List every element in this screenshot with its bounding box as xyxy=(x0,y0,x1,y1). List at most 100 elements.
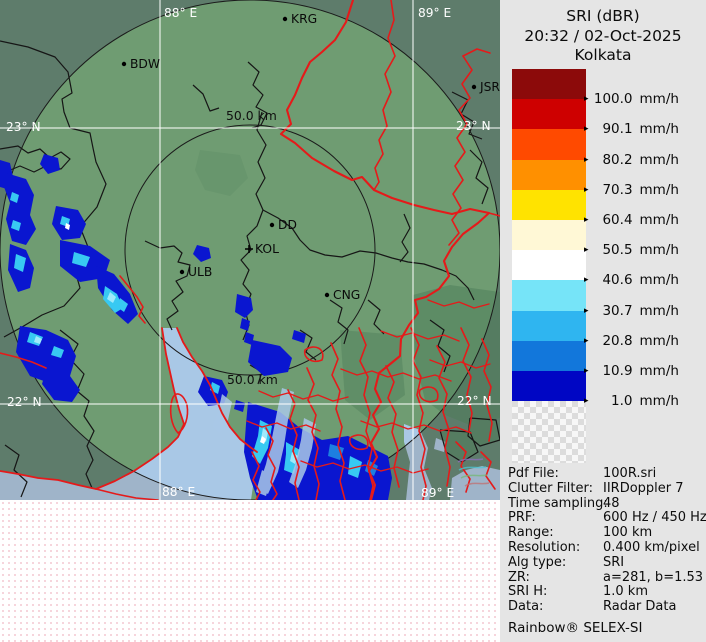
legend-block xyxy=(512,219,586,251)
legend-arrow-icon: ▸ xyxy=(584,305,589,316)
metadata-value: SRI xyxy=(603,554,625,570)
legend-block xyxy=(512,340,586,371)
rivers-layer xyxy=(0,0,500,500)
metadata-label: Resolution: xyxy=(508,539,581,555)
city-label-bdw: BDW xyxy=(130,57,160,71)
metadata-value: a=281, b=1.53 xyxy=(603,569,704,585)
city-marker-dot xyxy=(324,292,330,298)
metadata-label: Time sampling: xyxy=(508,495,608,511)
legend-unit: mm/h xyxy=(639,151,679,168)
metadata-label: Range: xyxy=(508,525,554,541)
legend-arrow-icon: ▸ xyxy=(584,245,589,256)
legend-threshold-label: ▸ 10.9 mm/h xyxy=(584,362,704,381)
empty-canvas-area xyxy=(0,500,500,642)
legend-arrow-icon: ▸ xyxy=(584,366,589,376)
forest-patches xyxy=(195,150,500,462)
legend-block xyxy=(512,159,586,190)
legend-arrow-icon: ▸ xyxy=(584,184,589,195)
legend-threshold-label: ▸ 30.7 mm/h xyxy=(584,301,704,320)
legend-threshold-label: ▸ 40.6 mm/h xyxy=(584,271,704,290)
legend-value: 20.8 xyxy=(602,332,633,349)
city-marker-dot xyxy=(471,84,477,90)
metadata-value: 1.0 km xyxy=(603,584,648,600)
legend-unit: mm/h xyxy=(639,121,679,138)
metadata-value: Radar Data xyxy=(603,599,677,615)
legend-transparent-checker xyxy=(512,401,586,463)
metadata-row: Pdf File: 100R.sri xyxy=(508,466,704,482)
legend-threshold-label: ▸ 70.3 mm/h xyxy=(584,180,704,199)
grid-coordinate-label: 89° E xyxy=(421,486,454,500)
legend-value: 10.9 xyxy=(602,363,633,379)
metadata-row: Range: 100 km xyxy=(508,525,704,541)
legend-value: 30.7 xyxy=(602,302,633,319)
legend-threshold-label: ▸ 60.4 mm/h xyxy=(584,211,704,230)
city-marker-dot xyxy=(121,61,127,67)
software-brand: Rainbow® SELEX-SI xyxy=(508,620,643,636)
radar-map: 88° E 89° E 88° E 89° E 23° N 23° N 22° N 22° N… xyxy=(0,0,500,500)
legend-block xyxy=(512,250,586,281)
range-ring-label: 50.0 km xyxy=(227,372,278,387)
legend-block xyxy=(512,370,586,402)
legend-arrow-icon: ▸ xyxy=(584,275,589,286)
radar-map-pane: 88° E 89° E 88° E 89° E 23° N 23° N 22° N 22° N… xyxy=(0,0,500,500)
metadata-value: 600 Hz / 450 Hz xyxy=(603,510,706,526)
grid-coordinate-label: 23° N xyxy=(456,119,491,133)
range-rings xyxy=(0,0,500,500)
legend-unit: mm/h xyxy=(639,242,679,259)
legend-arrow-icon: ▸ xyxy=(584,396,589,407)
legend-value: 50.5 xyxy=(602,242,633,259)
legend-unit: mm/h xyxy=(639,212,679,228)
metadata-value: 100R.sri xyxy=(603,466,657,481)
radar-site-cross-icon xyxy=(245,245,253,253)
metadata-row: SRI H: 1.0 km xyxy=(508,584,704,600)
range-ring-50km xyxy=(124,124,376,376)
city-label-kol: KOL xyxy=(255,242,279,256)
legend-block xyxy=(512,129,586,160)
legend-value: 100.0 xyxy=(593,91,633,108)
legend-threshold-label: ▸ 1.0 mm/h xyxy=(584,392,704,411)
legend-block xyxy=(512,310,586,341)
city-marker-dot xyxy=(282,16,288,22)
legend-value: 80.2 xyxy=(602,151,633,168)
panel-header: SRI (dBR) 20:32 / 02-Oct-2025 Kolkata xyxy=(500,7,706,66)
metadata-row: Time sampling:48 xyxy=(508,495,704,512)
map-labels: 88° E 89° E 88° E 89° E 23° N 23° N 22° N 22° N… xyxy=(6,6,500,500)
city-label-jsr: JSR xyxy=(479,80,500,94)
metadata-row: Resolution: 0.400 km/pixel xyxy=(508,539,704,556)
grid-coordinate-label: 88° E xyxy=(162,485,195,499)
legend-block xyxy=(512,69,586,100)
metadata-label: Pdf File: xyxy=(508,466,559,481)
legend-threshold-label: ▸ 20.8 mm/h xyxy=(584,331,704,350)
city-label-krg: KRG xyxy=(291,12,317,26)
grid-coordinate-label: 88° E xyxy=(164,6,197,20)
city-label-cng: CNG xyxy=(333,288,360,302)
city-label-ulb: ULB xyxy=(188,265,212,279)
metadata-label: ZR: xyxy=(508,569,530,585)
station-name: Kolkata xyxy=(574,46,632,64)
echo-anomaly-streaks xyxy=(457,458,490,487)
metadata-value: 100 km xyxy=(603,525,653,541)
metadata-row: Data: Radar Data xyxy=(508,599,704,615)
legend-arrow-icon: ▸ xyxy=(584,94,589,105)
metadata-label: Data: xyxy=(508,599,544,615)
legend-arrow-icon: ▸ xyxy=(584,124,589,135)
legend-unit: mm/h xyxy=(639,302,679,319)
city-label-dd: DD xyxy=(278,218,297,232)
metadata-value: IIRDoppler 7 xyxy=(603,480,684,496)
delta-channels xyxy=(212,388,316,496)
grid-coordinate-label: 22° N xyxy=(7,395,42,409)
legend-value: 1.0 xyxy=(611,393,633,410)
legend-unit: mm/h xyxy=(639,363,679,379)
legend-arrow-icon: ▸ xyxy=(584,215,589,225)
legend-unit: mm/h xyxy=(639,91,679,108)
metadata-row: Alg type: SRI xyxy=(508,554,704,571)
legend-block xyxy=(512,280,586,311)
metadata-value: 0.400 km/pixel xyxy=(603,539,700,555)
metadata-label: SRI H: xyxy=(508,584,548,600)
legend-arrow-icon: ▸ xyxy=(584,154,589,165)
legend-unit: mm/h xyxy=(639,181,679,198)
grid-coordinate-label: 89° E xyxy=(418,6,451,20)
legend-block xyxy=(512,189,586,220)
legend-color-bar xyxy=(512,69,586,402)
